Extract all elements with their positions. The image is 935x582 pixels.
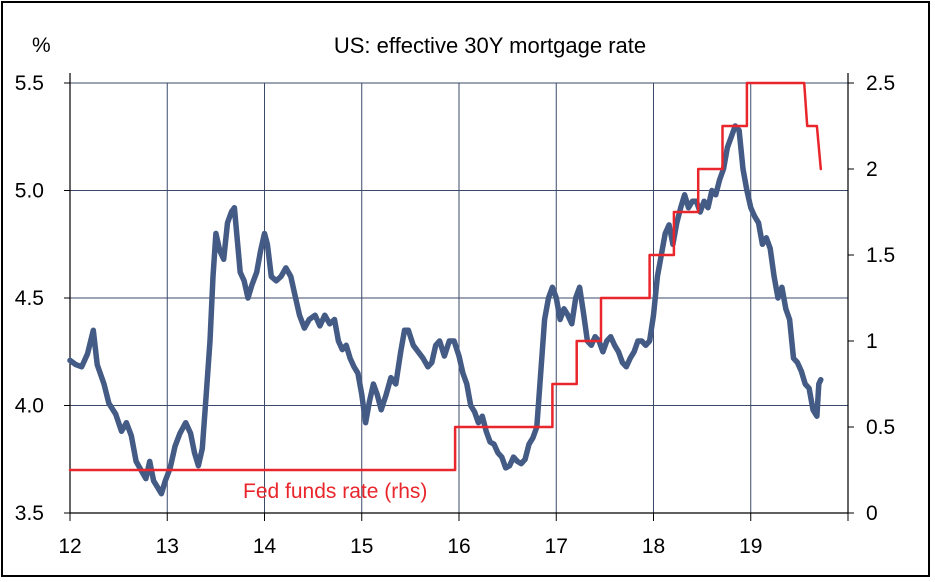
series-layer: [67, 81, 824, 497]
tick-labels: 3.5 4.0 4.5 5.0 5.5 12 13 14 15 16 17 18 19 0 0.5 1 1.5 2…: [15, 72, 895, 558]
x-tick-label: 19: [739, 535, 762, 558]
y-right-tick-label: 2: [866, 158, 878, 181]
x-tick-label: 13: [156, 535, 179, 558]
y-right-tick-label: 1.5: [866, 244, 895, 267]
mortgage-rate-line: [67, 123, 824, 497]
y-right-tick-label: 1: [866, 330, 878, 353]
x-tick-label: 18: [642, 535, 665, 558]
y-left-tick-label: 5.5: [15, 72, 44, 95]
axes: [64, 73, 854, 521]
fed-funds-annotation: Fed funds rate (rhs): [243, 480, 427, 503]
y-left-tick-label: 4.0: [15, 395, 44, 418]
y-right-tick-label: 2.5: [866, 72, 895, 95]
y-right-tick-label: 0.5: [866, 416, 895, 439]
y-right-tick-label: 0: [866, 502, 878, 525]
y-left-tick-label: 5.0: [15, 180, 44, 203]
x-tick-label: 12: [58, 535, 81, 558]
gridlines: [70, 82, 848, 514]
y-left-tick-label: 4.5: [15, 287, 44, 310]
y-axis-unit-label: %: [32, 34, 51, 57]
y-left-tick-label: 3.5: [15, 502, 44, 525]
chart-title: US: effective 30Y mortgage rate: [334, 33, 646, 58]
x-tick-label: 16: [447, 535, 470, 558]
x-tick-label: 14: [253, 535, 277, 558]
x-tick-label: 17: [545, 535, 568, 558]
fed-funds-rate-line: [68, 81, 823, 472]
x-tick-label: 15: [350, 535, 373, 558]
